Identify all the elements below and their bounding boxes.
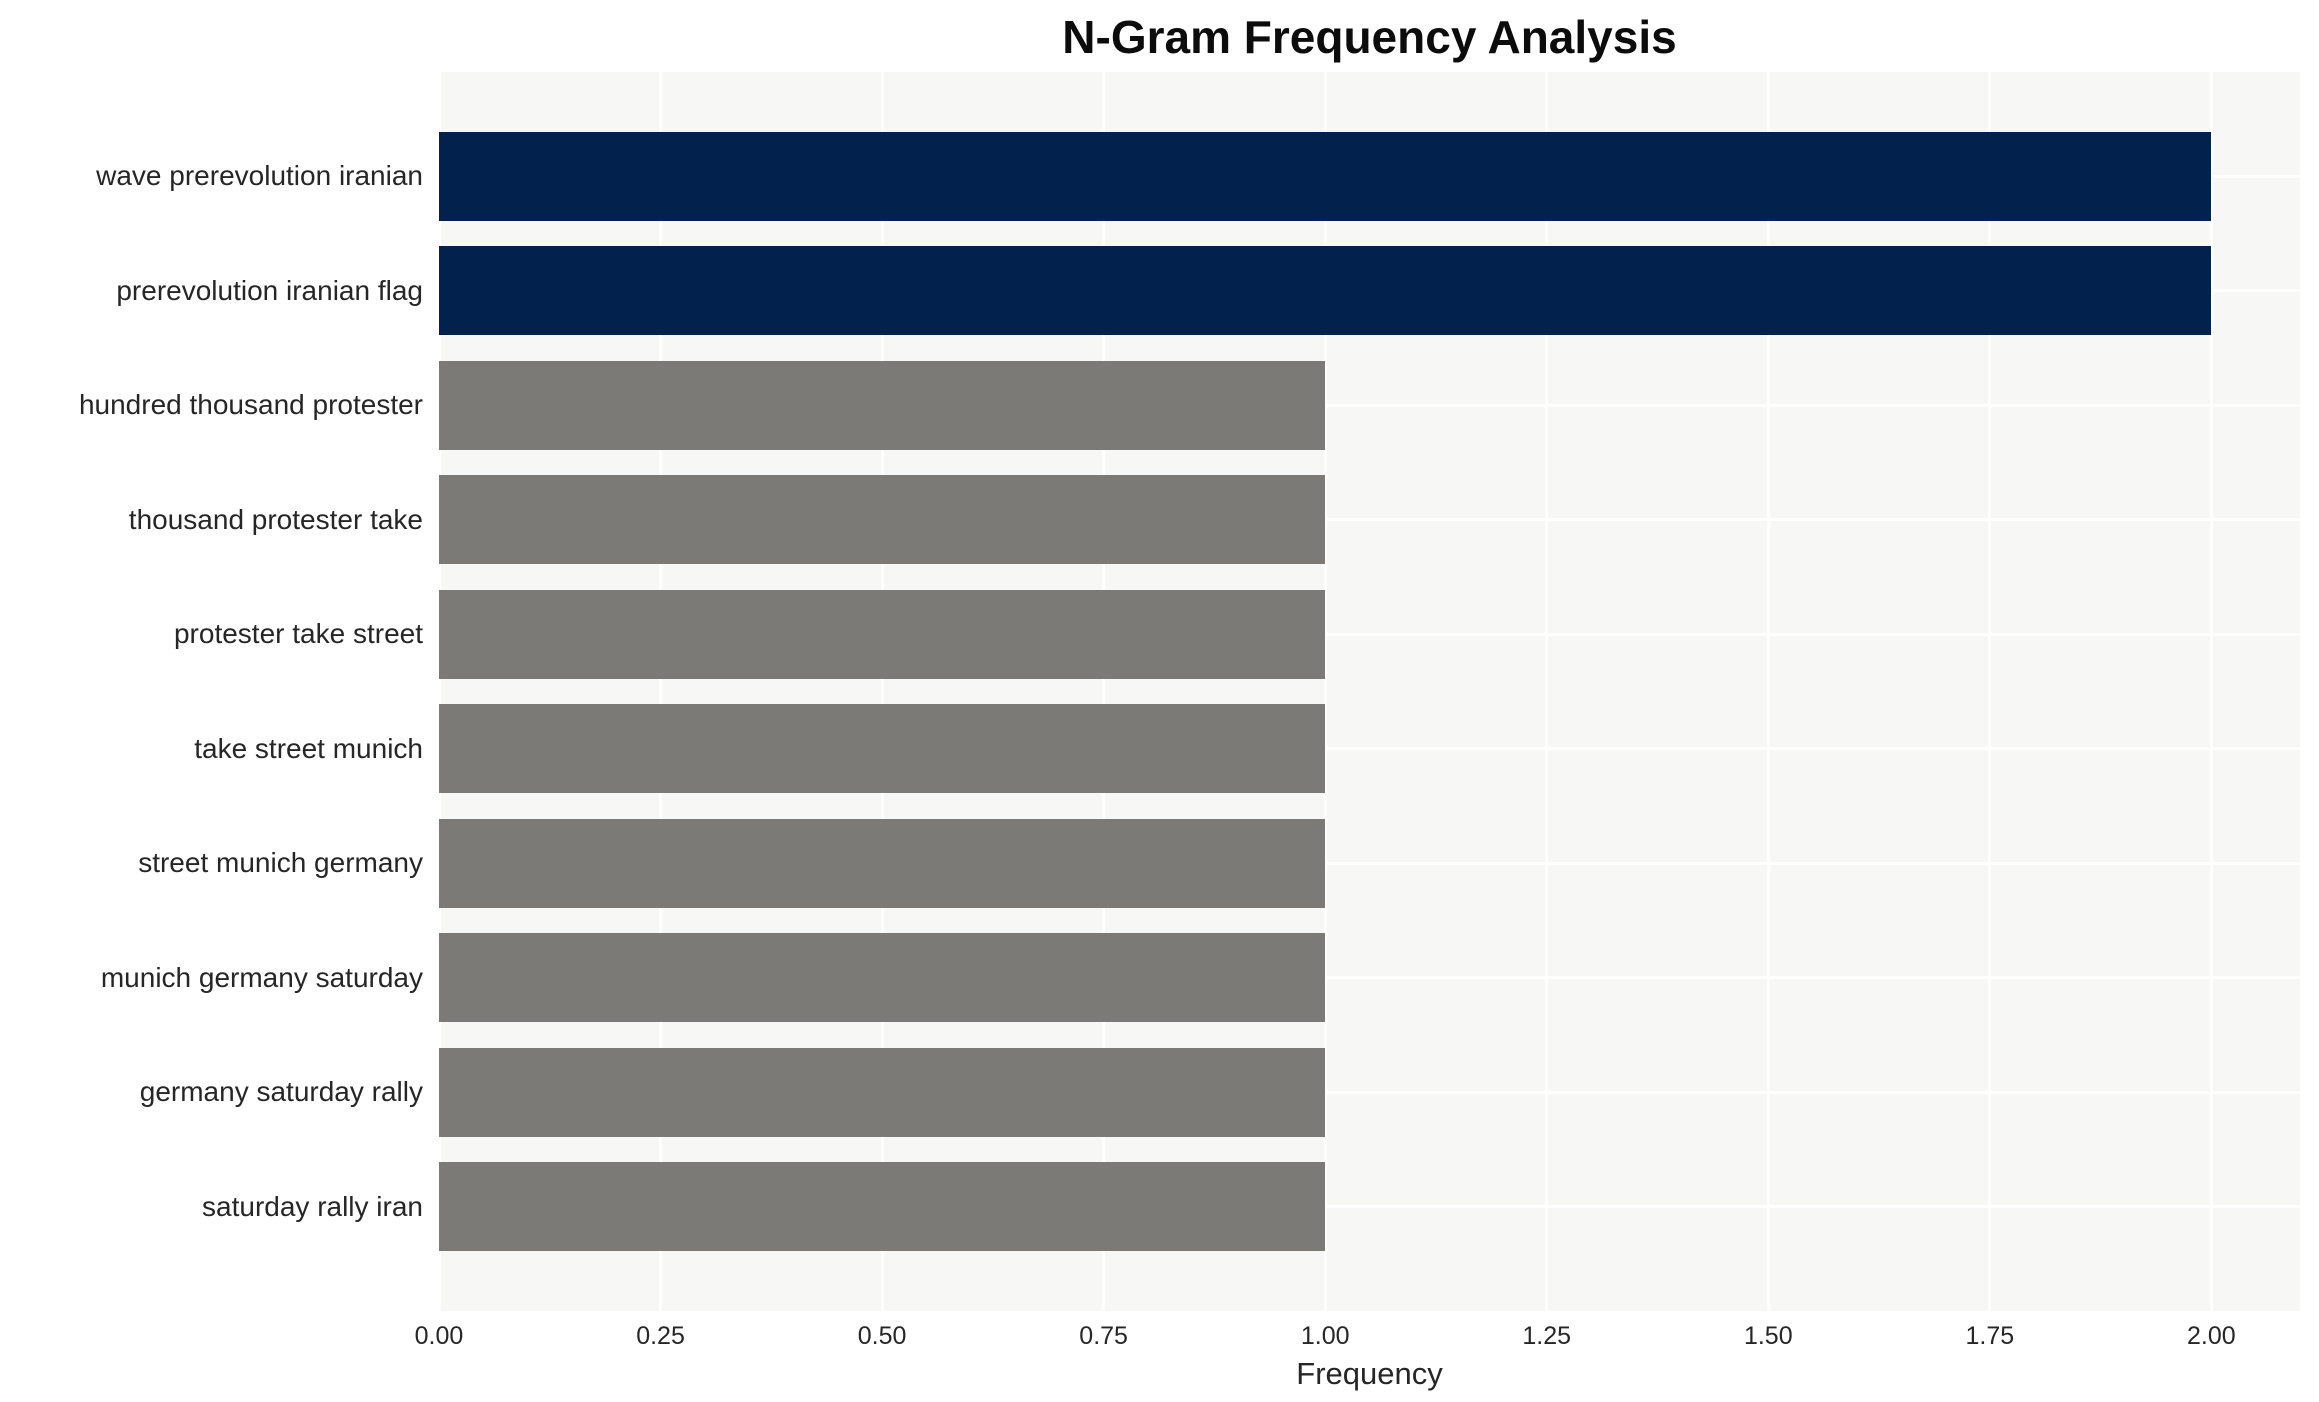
x-tick-label: 1.25: [1522, 1322, 1572, 1350]
x-tick-label: 0.25: [636, 1322, 685, 1350]
y-tick-label: hundred thousand protester: [78, 389, 423, 421]
y-gridline: [439, 632, 2300, 636]
bar: [439, 818, 1326, 908]
bar: [439, 704, 1326, 794]
x-gridline-0.75: [1102, 72, 1106, 1311]
x-tick-label: 1.75: [1965, 1322, 2015, 1350]
y-tick-label: take street munich: [194, 732, 423, 764]
x-axis-title: Frequency: [1296, 1356, 1443, 1391]
y-gridline: [439, 403, 2300, 407]
bar: [439, 131, 2212, 221]
y-gridline: [439, 1090, 2300, 1094]
x-gridline-0.50: [880, 72, 884, 1311]
y-tick-label: prerevolution iranian flag: [116, 274, 423, 306]
bar: [439, 933, 1326, 1023]
y-gridline: [439, 861, 2300, 865]
y-gridline: [439, 1205, 2300, 1209]
y-gridline: [439, 518, 2300, 522]
bar: [439, 246, 2212, 336]
x-gridline-1.00: [1323, 72, 1327, 1311]
bar: [439, 1047, 1326, 1137]
x-gridline-1.25: [1545, 72, 1549, 1311]
y-tick-label: protester take street: [173, 618, 423, 650]
y-tick-label: thousand protester take: [128, 503, 423, 535]
y-gridline: [439, 747, 2300, 751]
x-gridline-2.00: [2209, 72, 2213, 1311]
chart-title: N-Gram Frequency Analysis: [1062, 11, 1677, 63]
y-tick-label: munich germany saturday: [100, 961, 423, 993]
y-tick-label: germany saturday rally: [139, 1076, 423, 1108]
x-tick-label: 1.50: [1743, 1322, 1793, 1350]
plot-area: [437, 72, 2300, 1311]
y-tick-label: saturday rally iran: [202, 1190, 423, 1222]
x-gridline-0.25: [659, 72, 663, 1311]
x-tick-label: 0.50: [857, 1322, 907, 1350]
bar: [439, 475, 1326, 565]
y-gridline: [439, 976, 2300, 980]
x-tick-label: 0.00: [414, 1322, 464, 1350]
bar: [439, 1162, 1326, 1252]
x-tick-label: 1.00: [1300, 1322, 1350, 1350]
bar: [439, 360, 1326, 450]
y-tick-label: wave prerevolution iranian: [96, 160, 423, 192]
x-tick-label: 2.00: [2187, 1322, 2236, 1350]
y-tick-label: street munich germany: [138, 847, 423, 879]
x-gridline-1.50: [1766, 72, 1770, 1311]
x-tick-label: 0.75: [1079, 1322, 1128, 1350]
bar: [439, 589, 1326, 679]
x-gridline-0.00: [437, 72, 441, 1311]
x-gridline-1.75: [1988, 72, 1992, 1311]
